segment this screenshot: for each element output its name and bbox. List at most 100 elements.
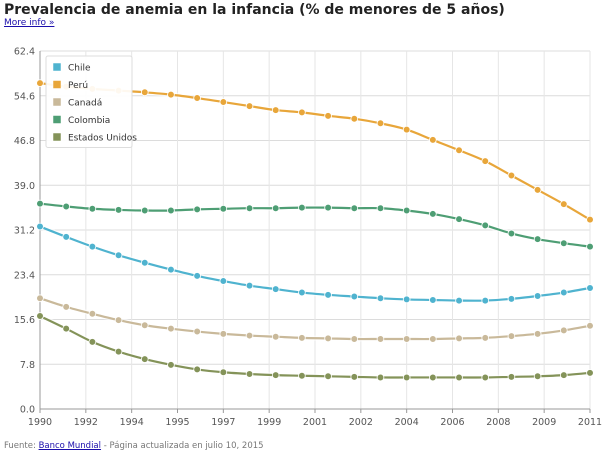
data-point[interactable] xyxy=(219,368,228,377)
data-point[interactable] xyxy=(193,365,201,374)
data-point[interactable] xyxy=(114,206,123,214)
data-point[interactable] xyxy=(533,330,542,338)
data-point[interactable] xyxy=(350,292,359,301)
data-point[interactable] xyxy=(376,335,385,343)
data-point[interactable] xyxy=(88,242,97,251)
data-point[interactable] xyxy=(429,296,437,304)
data-point[interactable] xyxy=(36,294,44,303)
data-point[interactable] xyxy=(219,204,228,213)
data-point[interactable] xyxy=(167,90,175,99)
data-point[interactable] xyxy=(245,204,254,212)
data-point[interactable] xyxy=(533,186,542,194)
data-point[interactable] xyxy=(507,229,516,238)
data-point[interactable] xyxy=(193,327,201,336)
source-link[interactable]: Banco Mundial xyxy=(38,441,102,451)
legend-item[interactable]: Estados Unidos xyxy=(52,132,137,144)
data-point[interactable] xyxy=(114,251,123,260)
data-point[interactable] xyxy=(586,369,594,377)
data-point[interactable] xyxy=(376,204,385,212)
data-point[interactable] xyxy=(429,373,437,382)
data-point[interactable] xyxy=(62,303,70,311)
data-point[interactable] xyxy=(402,295,411,304)
data-point[interactable] xyxy=(586,284,594,292)
data-point[interactable] xyxy=(481,157,490,165)
data-point[interactable] xyxy=(350,373,359,381)
data-point[interactable] xyxy=(402,335,411,343)
data-point[interactable] xyxy=(481,221,490,230)
data-point[interactable] xyxy=(271,204,280,212)
data-point[interactable] xyxy=(36,222,44,231)
data-point[interactable] xyxy=(140,206,149,215)
data-point[interactable] xyxy=(114,347,123,356)
more-info-link[interactable]: More info » xyxy=(4,18,55,28)
data-point[interactable] xyxy=(455,373,463,382)
data-point[interactable] xyxy=(88,204,97,213)
data-point[interactable] xyxy=(455,215,463,223)
data-point[interactable] xyxy=(324,203,332,212)
data-point[interactable] xyxy=(376,119,385,128)
data-point[interactable] xyxy=(140,321,149,330)
data-point[interactable] xyxy=(507,332,516,340)
data-point[interactable] xyxy=(481,334,490,342)
data-point[interactable] xyxy=(193,272,201,280)
data-point[interactable] xyxy=(376,294,385,303)
data-point[interactable] xyxy=(298,334,306,342)
data-point[interactable] xyxy=(455,146,463,155)
data-point[interactable] xyxy=(560,288,568,297)
data-point[interactable] xyxy=(114,316,123,324)
data-point[interactable] xyxy=(324,372,332,381)
data-point[interactable] xyxy=(298,203,306,212)
data-point[interactable] xyxy=(36,312,44,320)
data-point[interactable] xyxy=(245,102,254,110)
data-point[interactable] xyxy=(271,371,280,379)
data-point[interactable] xyxy=(140,88,149,97)
data-point[interactable] xyxy=(245,281,254,290)
data-point[interactable] xyxy=(140,355,149,363)
data-point[interactable] xyxy=(402,206,411,215)
data-point[interactable] xyxy=(167,265,175,274)
data-point[interactable] xyxy=(271,106,280,114)
data-point[interactable] xyxy=(586,242,594,251)
data-point[interactable] xyxy=(167,361,175,369)
data-point[interactable] xyxy=(429,136,437,144)
data-point[interactable] xyxy=(481,296,490,305)
data-point[interactable] xyxy=(455,296,463,305)
data-point[interactable] xyxy=(88,338,97,346)
data-point[interactable] xyxy=(560,200,568,208)
data-point[interactable] xyxy=(376,373,385,382)
data-point[interactable] xyxy=(507,171,516,180)
data-point[interactable] xyxy=(350,114,359,123)
data-point[interactable] xyxy=(298,288,306,297)
data-point[interactable] xyxy=(88,309,97,318)
data-point[interactable] xyxy=(193,205,201,214)
data-point[interactable] xyxy=(402,125,411,134)
data-point[interactable] xyxy=(560,239,568,247)
data-point[interactable] xyxy=(245,370,254,378)
data-point[interactable] xyxy=(533,372,542,381)
legend-item[interactable]: Canadá xyxy=(52,97,102,109)
data-point[interactable] xyxy=(36,199,44,208)
data-point[interactable] xyxy=(219,277,228,285)
data-point[interactable] xyxy=(298,108,306,117)
data-point[interactable] xyxy=(219,98,228,106)
legend-item[interactable]: Chile xyxy=(52,62,91,74)
data-point[interactable] xyxy=(455,334,463,343)
data-point[interactable] xyxy=(167,324,175,333)
data-point[interactable] xyxy=(429,335,437,343)
data-point[interactable] xyxy=(245,331,254,340)
data-point[interactable] xyxy=(533,292,542,300)
data-point[interactable] xyxy=(560,326,568,335)
legend-item[interactable]: Colombia xyxy=(52,115,110,127)
data-point[interactable] xyxy=(62,233,70,241)
data-point[interactable] xyxy=(193,94,201,102)
data-point[interactable] xyxy=(402,373,411,382)
legend-item[interactable]: Perú xyxy=(52,80,88,92)
data-point[interactable] xyxy=(324,112,332,120)
data-point[interactable] xyxy=(586,215,594,224)
data-point[interactable] xyxy=(298,371,306,380)
data-point[interactable] xyxy=(36,79,44,87)
data-point[interactable] xyxy=(533,235,542,243)
data-point[interactable] xyxy=(507,373,516,381)
data-point[interactable] xyxy=(350,335,359,343)
data-point[interactable] xyxy=(62,202,70,211)
